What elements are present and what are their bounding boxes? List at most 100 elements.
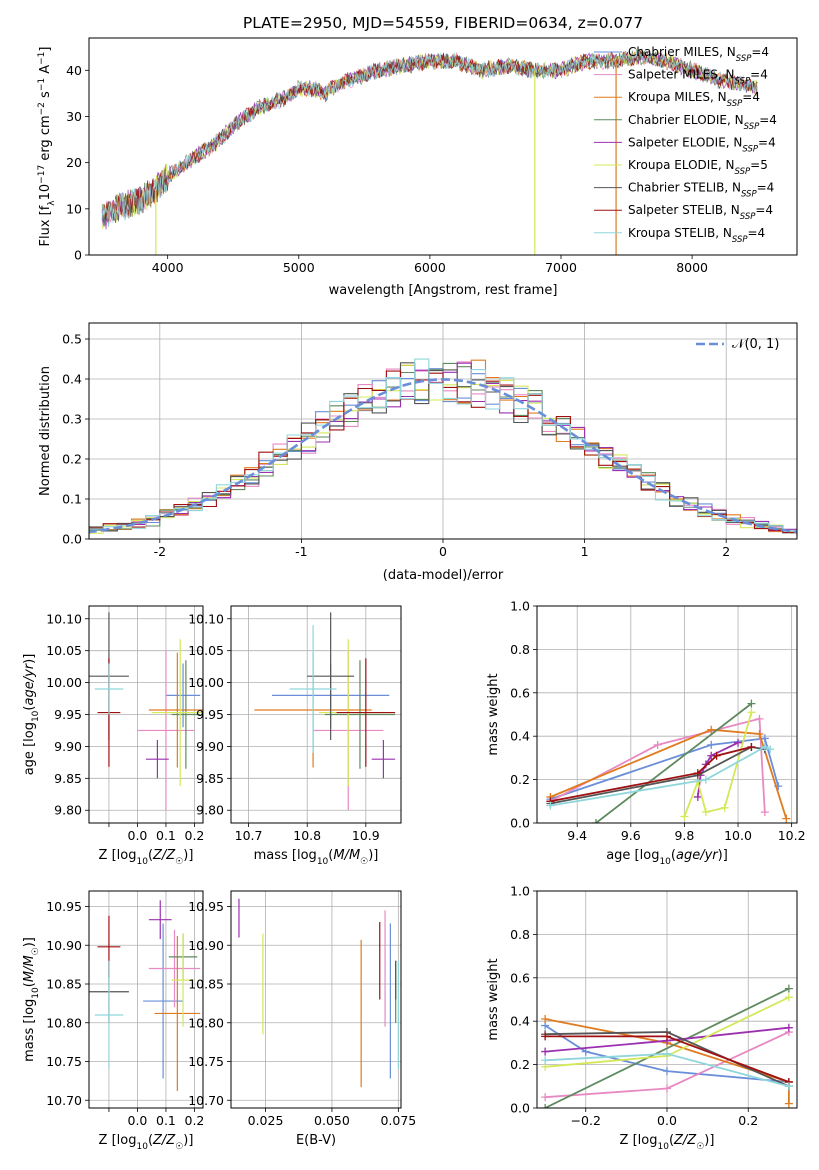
x-tick-label: 10.9 bbox=[352, 828, 380, 843]
y-tick-label: 10.90 bbox=[188, 938, 224, 953]
y-axis-label: Flux [fλ10−17 erg cm−2 s−1 A−1] bbox=[37, 47, 57, 247]
legend-entry-sub: SSP bbox=[736, 54, 752, 64]
spectrum-line-kroupa_stelib bbox=[101, 48, 758, 226]
series-marker-chabrier_miles bbox=[581, 1047, 590, 1056]
y-axis-label-part: −1 bbox=[37, 78, 47, 91]
y-axis-label-part: )] bbox=[22, 937, 37, 947]
x-tick-label: 0.2 bbox=[738, 1113, 758, 1128]
legend-entry-text: Chabrier STELIB, N bbox=[628, 181, 741, 195]
x-tick-label: -1 bbox=[295, 544, 307, 559]
series-marker-salpeter_stelib bbox=[541, 1032, 550, 1041]
series-marker-kroupa_stelib bbox=[663, 1049, 671, 1058]
x-tick-label: 8000 bbox=[676, 260, 708, 275]
x-axis-label-part: ☉ bbox=[175, 1142, 183, 1152]
series-marker-kroupa_elodie bbox=[784, 993, 793, 1002]
legend-entry: Kroupa MILES, NSSP=4 bbox=[628, 90, 760, 109]
y-axis-label-part: A bbox=[38, 65, 53, 78]
y-tick-label: 10.10 bbox=[46, 611, 82, 626]
series-marker-salpeter_elodie bbox=[693, 792, 702, 801]
x-tick-label: 0.050 bbox=[314, 1113, 350, 1128]
y-axis-label-part: ( bbox=[22, 982, 37, 987]
legend-entry-text: Salpeter STELIB, N bbox=[628, 203, 740, 217]
x-tick-label: 0.0 bbox=[128, 1113, 148, 1128]
y-tick-label: 0.6 bbox=[510, 970, 530, 985]
x-axis-label: (data-model)/error bbox=[383, 568, 504, 583]
legend-entry-tail: =4 bbox=[742, 90, 760, 104]
y-tick-label: 10.85 bbox=[188, 977, 224, 992]
y-tick-label: 1.0 bbox=[510, 884, 530, 899]
legend-entry-tail: =4 bbox=[748, 226, 766, 240]
y-tick-label: 0.1 bbox=[62, 492, 82, 507]
legend-entry: Salpeter ELODIE, NSSP=4 bbox=[628, 135, 776, 154]
x-axis-label: mass [log10(M/M☉)] bbox=[254, 848, 379, 867]
x-axis-label-part: Z [log bbox=[99, 848, 137, 863]
series-marker-salpeter_elodie bbox=[734, 738, 743, 747]
legend-entry-text: Salpeter MILES, N bbox=[628, 68, 735, 82]
series-marker-kroupa_elodie bbox=[747, 708, 756, 717]
legend-entry: Salpeter MILES, NSSP=4 bbox=[628, 68, 768, 87]
x-axis-label: E(B-V) bbox=[296, 1133, 336, 1148]
y-tick-label: 9.80 bbox=[196, 803, 224, 818]
series-line-kroupa_miles bbox=[550, 728, 788, 819]
axes-frame bbox=[88, 890, 204, 1109]
x-axis-label-part: ( bbox=[148, 1133, 153, 1148]
y-tick-label: 0.2 bbox=[510, 1057, 530, 1072]
panel-age-vs-Z: 0.0 0.1 0.2 9.80 9.85 9.90 9.95 10.00 10.05 10.10… bbox=[22, 605, 204, 867]
y-tick-label: 10.70 bbox=[46, 1093, 82, 1108]
x-axis-label-part: )] bbox=[718, 848, 728, 863]
x-axis-label-part: ( bbox=[328, 848, 333, 863]
y-axis-label: mass [log10(M/M☉)] bbox=[22, 937, 41, 1062]
legend-entry-tail: =4 bbox=[758, 135, 776, 149]
plot-area bbox=[89, 891, 203, 1108]
y-tick-label: 10.00 bbox=[188, 675, 224, 690]
series-marker-salpeter_elodie bbox=[541, 1047, 550, 1056]
y-tick-label: 10.05 bbox=[188, 643, 224, 658]
plot-area bbox=[89, 323, 797, 539]
y-tick-label: 10.70 bbox=[188, 1093, 224, 1108]
series-marker-kroupa_elodie bbox=[701, 808, 710, 817]
x-axis-label-part: mass [log bbox=[254, 848, 317, 863]
legend-entry-sub: SSP bbox=[741, 190, 757, 200]
legend-entry: Salpeter STELIB, NSSP=4 bbox=[628, 203, 773, 222]
legend-entry-normal: 𝒩(0, 1) bbox=[732, 337, 779, 352]
axes-frame bbox=[230, 890, 402, 1109]
y-axis-label: age [log10(age/yr)] bbox=[22, 654, 41, 776]
y-tick-label: 0.0 bbox=[62, 532, 82, 547]
x-axis-label-part: ( bbox=[148, 848, 153, 863]
y-tick-label: 40 bbox=[66, 63, 82, 78]
legend-entry: Chabrier ELODIE, NSSP=4 bbox=[628, 113, 777, 132]
y-axis-label-part: M/M bbox=[22, 955, 37, 982]
legend-entry-tail: =4 bbox=[757, 181, 775, 195]
series-marker-chabrier_elodie bbox=[591, 819, 600, 823]
series-marker-chabrier_elodie bbox=[784, 984, 793, 993]
x-axis-label-part: 10 bbox=[657, 1142, 669, 1152]
x-axis-label-part: Z [log bbox=[620, 1133, 658, 1148]
y-axis-label-part: mass [log bbox=[22, 999, 37, 1062]
legend-entry-text: Kroupa MILES, N bbox=[628, 90, 727, 104]
axes-frame bbox=[88, 37, 798, 256]
x-tick-label: 5000 bbox=[283, 260, 315, 275]
panel-mass-weight-vs-age: 9.4 9.6 9.8 10.0 10.2 0.0 0.2 0.4 0.6 0.8 1.0 age [… bbox=[486, 599, 806, 868]
legend-entry-sub: SSP bbox=[744, 122, 760, 132]
normal-curve bbox=[89, 378, 797, 534]
y-tick-label: 0.8 bbox=[510, 642, 530, 657]
y-tick-label: 30 bbox=[66, 109, 82, 124]
x-tick-label: 0.0 bbox=[128, 828, 148, 843]
y-tick-label: 10.75 bbox=[188, 1054, 224, 1069]
x-axis-label: Z [log10(Z/Z☉)] bbox=[99, 1133, 194, 1152]
series-line-salpeter_stelib bbox=[550, 746, 752, 803]
y-tick-label: 9.85 bbox=[196, 771, 224, 786]
y-tick-label: 10.90 bbox=[46, 938, 82, 953]
series-marker-salpeter_elodie bbox=[784, 1023, 793, 1032]
y-tick-label: 0.5 bbox=[62, 332, 82, 347]
series-line-chabrier_elodie bbox=[595, 702, 752, 823]
y-axis-label-part: ] bbox=[38, 47, 53, 52]
x-tick-label: 7000 bbox=[545, 260, 577, 275]
x-tick-label: 0.075 bbox=[380, 1113, 416, 1128]
series-marker-salpeter_miles bbox=[760, 808, 769, 817]
series-marker-salpeter_stelib bbox=[693, 769, 702, 778]
y-tick-label: 0.3 bbox=[62, 412, 82, 427]
y-axis-label-part: s bbox=[38, 91, 53, 102]
series-line-chabrier_elodie bbox=[544, 987, 790, 1108]
series-marker-chabrier_miles bbox=[707, 740, 716, 749]
